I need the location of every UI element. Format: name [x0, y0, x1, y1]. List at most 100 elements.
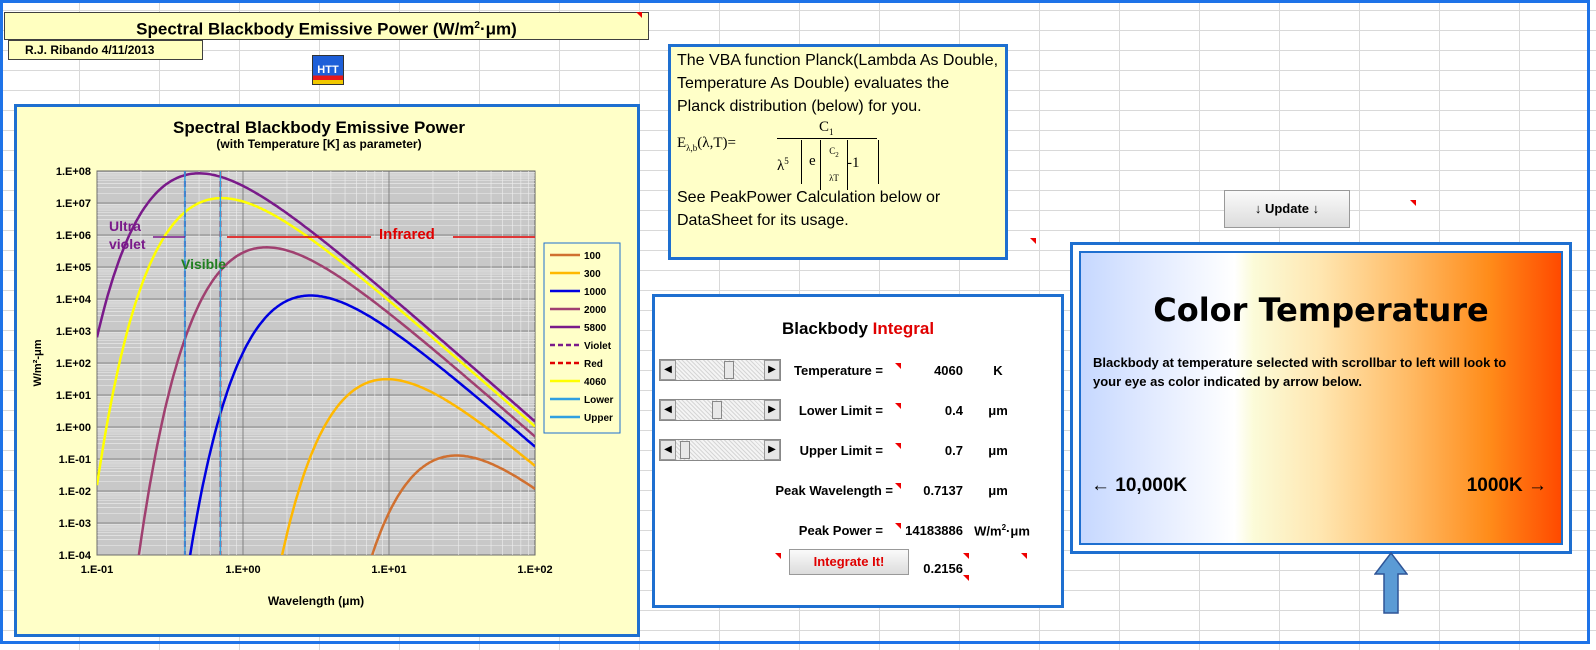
comment-marker — [895, 363, 901, 369]
series-1000 — [188, 294, 535, 555]
y-tick-label: 1.E+02 — [56, 358, 91, 370]
y-tick-label: 1.E+05 — [56, 262, 91, 274]
htt-logo[interactable]: HTT — [312, 55, 344, 85]
y-tick-label: 1.E+06 — [56, 230, 91, 242]
integrate-result: 0.2156 — [923, 561, 963, 576]
x-tick-label: 1.E+00 — [225, 564, 260, 576]
sheet-title-sup: 2 — [474, 20, 480, 31]
chart-subtitle: (with Temperature [K] as parameter) — [216, 137, 421, 151]
comment-marker — [963, 575, 969, 581]
formula-lhs: Eλ,b(λ,T)= — [677, 135, 736, 153]
comment-marker — [963, 553, 969, 559]
scroll-thumb[interactable] — [680, 441, 690, 459]
peak-wavelength-value: 0.7137 — [923, 483, 963, 498]
scroll-right-icon[interactable]: ▶ — [764, 440, 780, 460]
peak-wavelength-label: Peak Wavelength = — [775, 483, 893, 498]
chart-title: Spectral Blackbody Emissive Power — [173, 118, 465, 137]
formula-exp-base: e — [809, 153, 816, 169]
legend-label: 100 — [584, 251, 601, 262]
y-tick-label: 1.E-02 — [59, 486, 91, 498]
x-axis-label: Wavelength (μm) — [268, 594, 364, 608]
upper-limit-value: 0.7 — [944, 443, 963, 458]
formula-exponent: C2 λT — [820, 140, 848, 190]
sheet-title-end: ·μm) — [479, 19, 517, 39]
comment-marker — [1021, 553, 1027, 559]
comment-marker — [895, 403, 901, 409]
y-tick-label: 1.E+07 — [56, 198, 91, 210]
annotation-visible: Visible — [181, 256, 226, 272]
temperature-scrollbar[interactable]: ◀ ▶ — [659, 359, 781, 381]
comment-marker — [636, 12, 642, 18]
annotation-infrared: Infrared — [379, 226, 435, 243]
peak-wavelength-unit: μm — [988, 483, 1008, 498]
lower-limit-value: 0.4 — [944, 403, 963, 418]
scroll-track[interactable] — [676, 360, 764, 380]
series-300 — [280, 377, 535, 555]
legend-label: Upper — [584, 413, 613, 424]
lower-limit-label: Lower Limit = — [798, 403, 883, 418]
scroll-left-icon[interactable]: ◀ — [660, 360, 676, 380]
integrate-button[interactable]: Integrate It! — [789, 549, 909, 575]
left-temperature-label: ← 10,000K — [1091, 475, 1188, 496]
comment-marker — [1030, 238, 1036, 244]
comment-marker — [1410, 200, 1416, 206]
vba-note-box: The VBA function Planck(Lambda As Double… — [668, 44, 1008, 260]
chart-container: Spectral Blackbody Emissive Power (with T… — [14, 104, 640, 637]
peak-power-label: Peak Power = — [798, 523, 883, 538]
formula-fraction-line — [777, 138, 877, 139]
legend-label: 1000 — [584, 287, 607, 298]
scroll-right-icon[interactable]: ▶ — [764, 400, 780, 420]
x-tick-label: 1.E+01 — [371, 564, 406, 576]
planck-formula: Eλ,b(λ,T)= C1 λ5 e C2 λT -1 — [677, 118, 999, 190]
series-5800 — [97, 172, 535, 423]
peak-power-unit: W/m2·μm — [974, 523, 1030, 539]
upper-limit-scrollbar[interactable]: ◀ ▶ — [659, 439, 781, 461]
scroll-thumb[interactable] — [712, 401, 722, 419]
y-tick-label: 1.E-03 — [59, 518, 91, 530]
legend-label: 4060 — [584, 377, 607, 388]
lower-limit-scrollbar[interactable]: ◀ ▶ — [659, 399, 781, 421]
formula-numerator: C1 — [819, 119, 834, 137]
series-4060 — [97, 196, 535, 486]
legend-label: 5800 — [584, 323, 607, 334]
upper-limit-unit: μm — [988, 443, 1008, 458]
scroll-thumb[interactable] — [724, 361, 734, 379]
color-temperature-title: Color Temperature — [1153, 291, 1489, 329]
author-cell: R.J. Ribando 4/11/2013 — [8, 40, 203, 60]
emissive-power-chart: Spectral Blackbody Emissive Power(with T… — [32, 118, 621, 608]
series-2000 — [137, 246, 535, 555]
annotation-ultraviolet-2: violet — [109, 236, 146, 252]
vba-note-text2: See PeakPower Calculation below or DataS… — [677, 189, 941, 229]
comment-marker — [895, 443, 901, 449]
y-tick-label: 1.E+00 — [56, 422, 91, 434]
temperature-unit: K — [993, 363, 1003, 378]
color-temperature-description: Blackbody at temperature selected with s… — [1093, 355, 1507, 389]
y-tick-label: 1.E+01 — [56, 390, 91, 402]
scroll-left-icon[interactable]: ◀ — [660, 400, 676, 420]
y-tick-label: 1.E+03 — [56, 326, 91, 338]
comment-marker — [895, 523, 901, 529]
color-temperature-panel: Color Temperature Blackbody at temperatu… — [1070, 242, 1572, 554]
comment-marker — [775, 553, 781, 559]
scroll-left-icon[interactable]: ◀ — [660, 440, 676, 460]
annotation-ultraviolet: Ultra — [109, 218, 141, 234]
series-100 — [370, 454, 535, 555]
legend-label: 300 — [584, 269, 601, 280]
formula-lambda5: λ5 — [777, 156, 789, 174]
integral-panel: Blackbody Integral ◀ ▶ ◀ ▶ ◀ ▶ Temperatu… — [652, 294, 1064, 608]
update-button[interactable]: ↓ Update ↓ — [1224, 190, 1350, 228]
sheet-title-text: Spectral Blackbody Emissive Power (W/m — [136, 19, 475, 39]
scroll-track[interactable] — [676, 440, 764, 460]
integral-title: Blackbody Integral — [781, 319, 935, 338]
upper-limit-label: Upper Limit = — [799, 443, 883, 458]
color-pointer-arrow-icon — [1374, 552, 1408, 614]
y-tick-label: 1.E-01 — [59, 454, 91, 466]
comment-marker — [895, 483, 901, 489]
right-temperature-label: 1000K → — [1466, 475, 1547, 496]
x-tick-label: 1.E+02 — [517, 564, 552, 576]
scroll-right-icon[interactable]: ▶ — [764, 360, 780, 380]
y-tick-label: 1.E+04 — [56, 294, 92, 306]
y-axis-label: W/m²-μm — [32, 339, 44, 386]
y-tick-label: 1.E+08 — [56, 166, 91, 178]
temperature-value: 4060 — [934, 363, 963, 378]
